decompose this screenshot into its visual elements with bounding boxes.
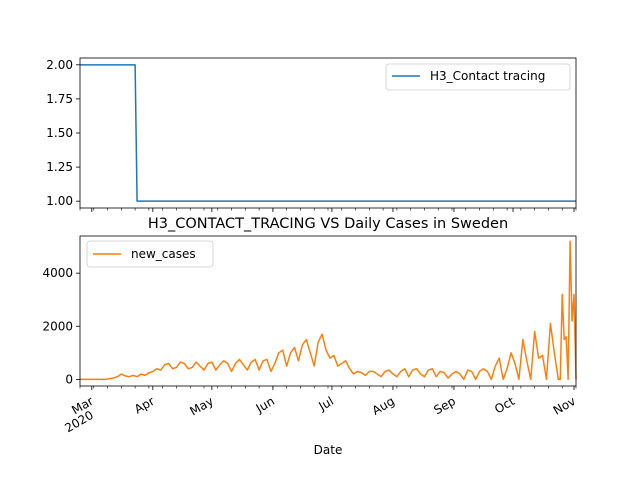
x-tick-label: Oct [492,394,517,417]
bottom-legend-box [86,240,214,268]
x-tick-label: Jun [253,394,277,416]
series-line-h3-contact-tracing [80,64,576,202]
y-tick-label: 1.25 [46,160,73,174]
bottom-yaxis-ticks: 0 2000 4000 [42,266,80,386]
x-tick-label: May [187,394,215,419]
bottom-panel: H3_CONTACT_TRACING VS Daily Cases in Swe… [42,216,578,457]
bottom-legend: new_cases [86,240,214,268]
series-line-new-cases [80,240,577,381]
y-tick-label: 1.50 [46,126,73,140]
y-tick-label: 4000 [42,266,73,280]
bottom-legend-label: new_cases [131,247,196,261]
chart-title: H3_CONTACT_TRACING VS Daily Cases in Swe… [148,216,508,232]
top-legend-label: H3_Contact tracing [430,69,545,83]
x-tick-label: Jul [316,394,336,414]
x-tick-label: Sep [431,394,458,417]
top-series-group [80,64,576,202]
top-xaxis-ticks [79,208,577,212]
y-tick-label: 2.00 [46,58,73,72]
y-tick-label: 1.75 [46,92,73,106]
y-tick-label: 0 [65,372,73,386]
top-legend: H3_Contact tracing [385,63,571,91]
x-tick-label: Apr [132,394,157,417]
x-axis-label: Date [314,443,343,457]
bottom-series-group [80,240,577,381]
x-tick-label: Aug [370,394,397,418]
y-tick-label: 2000 [42,319,73,333]
top-panel: 1.00 1.25 1.50 1.75 2.00 H3_Contact tracing [46,57,577,212]
top-legend-box [385,63,571,91]
x-tick-label: Nov [551,394,578,418]
y-tick-label: 1.00 [46,194,73,208]
top-yaxis-ticks: 1.00 1.25 1.50 1.75 2.00 [46,58,80,208]
